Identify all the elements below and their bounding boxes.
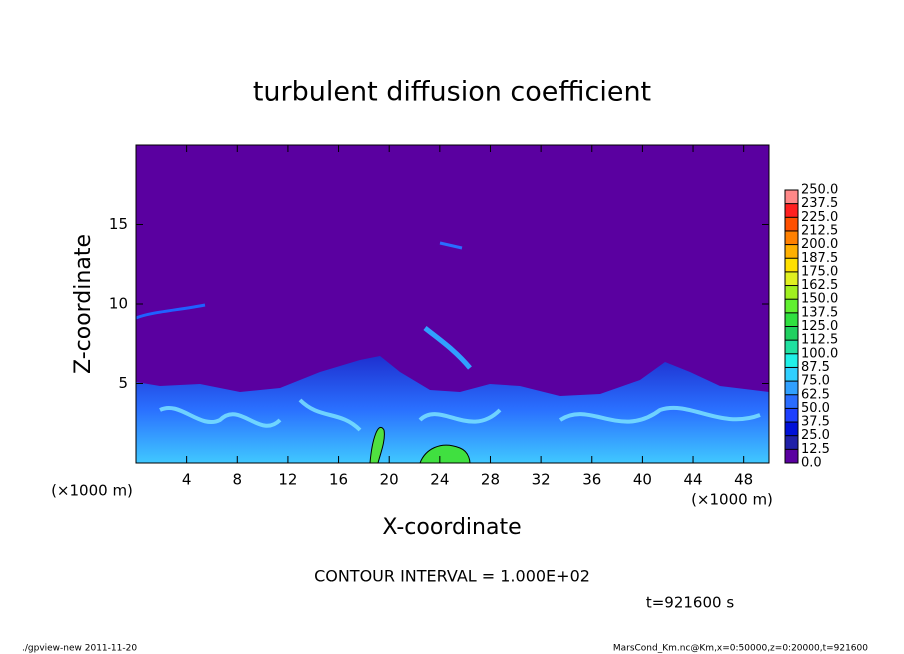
colorbar-label: 237.5	[801, 196, 838, 211]
plume	[439, 241, 463, 250]
colorbar-label: 162.5	[801, 278, 838, 293]
colorbar-swatch	[785, 381, 798, 395]
footer-left: ./gpview-new 2011-11-20	[22, 644, 137, 654]
colorbar-label: 137.5	[801, 305, 838, 320]
x-tick-label: 40	[633, 471, 652, 489]
x-axis-label: X-coordinate	[382, 515, 521, 540]
colorbar-swatch	[785, 285, 798, 300]
high-region	[419, 444, 471, 464]
colorbar-swatch	[785, 271, 798, 286]
colorbar-label: 250.0	[801, 183, 838, 198]
colorbar-label: 187.5	[801, 251, 838, 266]
colorbar-swatch	[785, 394, 798, 409]
x-tick-label: 24	[430, 471, 449, 489]
colorbar-swatch	[785, 258, 798, 272]
turbulent-streaks	[159, 398, 761, 432]
colorbar-label: 100.0	[801, 346, 838, 361]
contour-interval: CONTOUR INTERVAL = 1.000E+02	[314, 567, 590, 586]
y-units: (×1000 m)	[51, 482, 133, 500]
colorbar-label: 62.5	[801, 387, 830, 402]
colorbar-label: 175.0	[801, 264, 838, 279]
colorbar-label: 37.5	[801, 415, 830, 430]
chart-title: turbulent diffusion coefficient	[253, 77, 651, 108]
turbulent-layer	[136, 356, 769, 463]
x-tick-label: 28	[481, 471, 500, 489]
x-tick-label: 48	[734, 471, 753, 489]
colorbar-label: 12.5	[801, 442, 830, 457]
colorbar-label: 125.0	[801, 319, 838, 334]
x-tick-label: 44	[683, 471, 702, 489]
x-tick-label: 16	[329, 471, 348, 489]
colorbar-swatch	[785, 203, 798, 218]
colorbar-swatch	[785, 326, 798, 341]
colorbar-label: 112.5	[801, 333, 838, 348]
colorbar-swatch	[785, 244, 798, 259]
colorbar-swatch	[785, 408, 798, 423]
colorbar-label: 87.5	[801, 360, 830, 375]
x-units: (×1000 m)	[691, 491, 773, 509]
colorbar-swatch	[785, 230, 798, 245]
time-label: t=921600 s	[646, 594, 734, 612]
footer-right: MarsCond_Km.nc@Km,x=0:50000,z=0:20000,t=…	[613, 644, 868, 654]
colorbar-swatch	[785, 435, 798, 450]
colorbar-swatch	[785, 312, 798, 327]
plume	[423, 326, 472, 370]
plume	[135, 303, 206, 320]
x-tick-label: 36	[582, 471, 601, 489]
colorbar-swatch	[785, 217, 798, 231]
colorbar-swatch	[785, 353, 798, 368]
colorbar-swatch	[785, 299, 798, 313]
colorbar-label: 50.0	[801, 401, 830, 416]
x-tick-label: 12	[278, 471, 297, 489]
y-axis-label: Z-coordinate	[71, 234, 96, 374]
colorbar-swatch	[785, 340, 798, 354]
high-region	[369, 427, 385, 464]
y-tick-label: 5	[118, 374, 128, 392]
colorbar-swatch	[785, 449, 798, 463]
colorbar-label: 75.0	[801, 374, 830, 389]
colorbar-label: 200.0	[801, 237, 838, 252]
x-tick-label: 20	[380, 471, 399, 489]
colorbar-swatch	[785, 367, 798, 382]
colorbar-label: 150.0	[801, 292, 838, 307]
colorbar-swatch	[785, 190, 798, 204]
y-tick-label: 15	[109, 215, 128, 233]
x-tick-label: 4	[182, 471, 192, 489]
colorbar-label: 0.0	[801, 456, 822, 471]
colorbar-label: 25.0	[801, 428, 830, 443]
x-tick-label: 32	[532, 471, 551, 489]
x-tick-label: 8	[233, 471, 243, 489]
y-tick-label: 10	[109, 295, 128, 313]
colorbar-label: 225.0	[801, 210, 838, 225]
colorbar-label: 212.5	[801, 223, 838, 238]
colorbar-swatch	[785, 422, 798, 436]
